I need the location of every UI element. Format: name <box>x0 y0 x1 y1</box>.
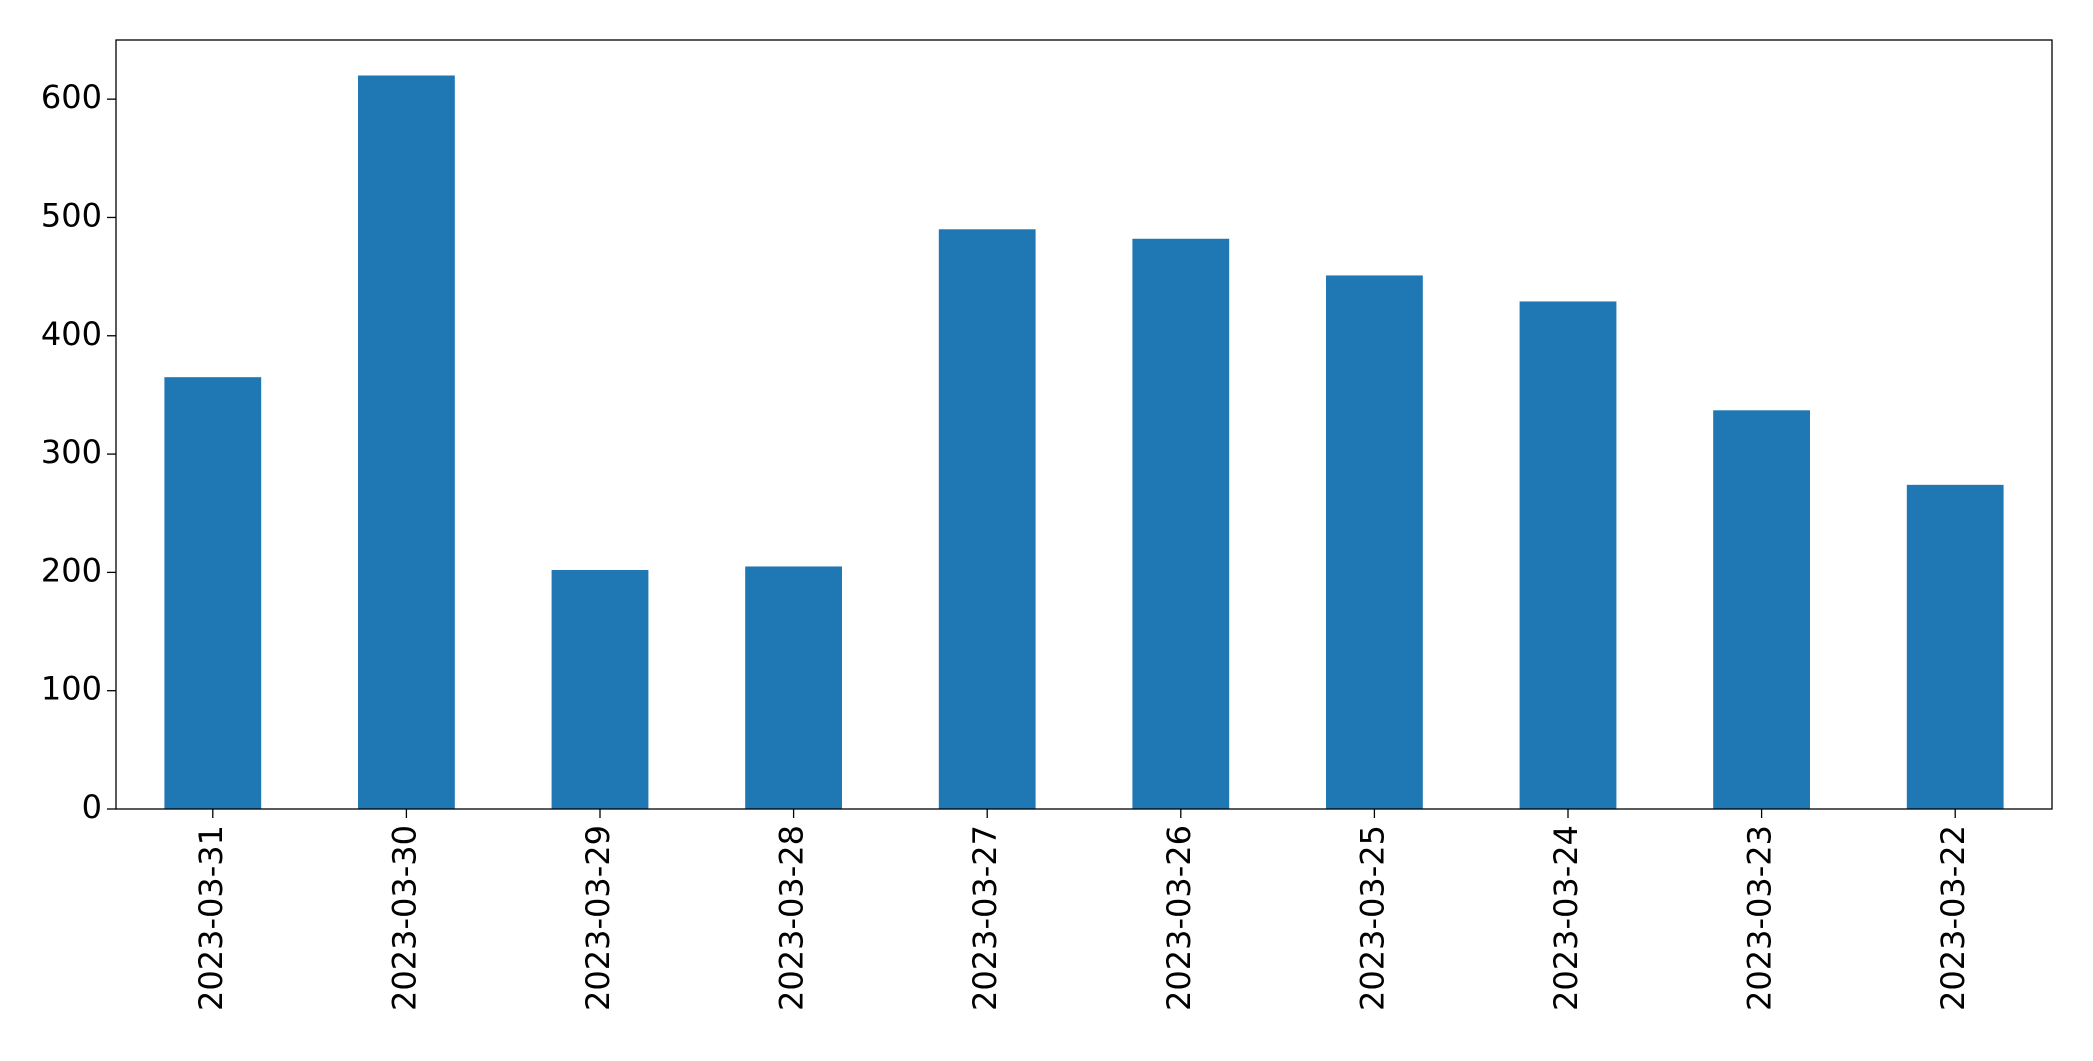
x-tick-label: 2023-03-26 <box>1160 825 1198 1011</box>
x-tick-label: 2023-03-24 <box>1547 825 1585 1011</box>
bar <box>358 75 455 809</box>
y-tick-label: 200 <box>41 551 102 589</box>
x-tick-label: 2023-03-31 <box>192 825 230 1011</box>
y-tick-label: 500 <box>41 196 102 234</box>
bar <box>1713 410 1810 809</box>
x-tick-label: 2023-03-25 <box>1353 825 1391 1011</box>
x-tick-label: 2023-03-28 <box>773 825 811 1011</box>
bar <box>1906 484 2004 809</box>
x-tick-label: 2023-03-27 <box>966 825 1004 1011</box>
bar <box>551 570 649 809</box>
bar <box>1519 301 1617 809</box>
y-tick-label: 0 <box>82 788 102 826</box>
y-tick-label: 300 <box>41 433 102 471</box>
y-tick-label: 400 <box>41 315 102 353</box>
plot-frame <box>115 39 2053 810</box>
x-tick-label: 2023-03-29 <box>579 825 617 1011</box>
x-tick-label: 2023-03-30 <box>385 825 423 1011</box>
y-tick-label: 100 <box>41 670 102 708</box>
bar <box>1132 238 1230 809</box>
bar <box>164 377 262 809</box>
bar <box>938 229 1036 810</box>
x-tick-label: 2023-03-23 <box>1741 825 1779 1011</box>
y-tick-label: 600 <box>41 78 102 116</box>
x-tick-label: 2023-03-22 <box>1934 825 1972 1011</box>
bar <box>1326 275 1423 809</box>
bar <box>745 566 842 809</box>
